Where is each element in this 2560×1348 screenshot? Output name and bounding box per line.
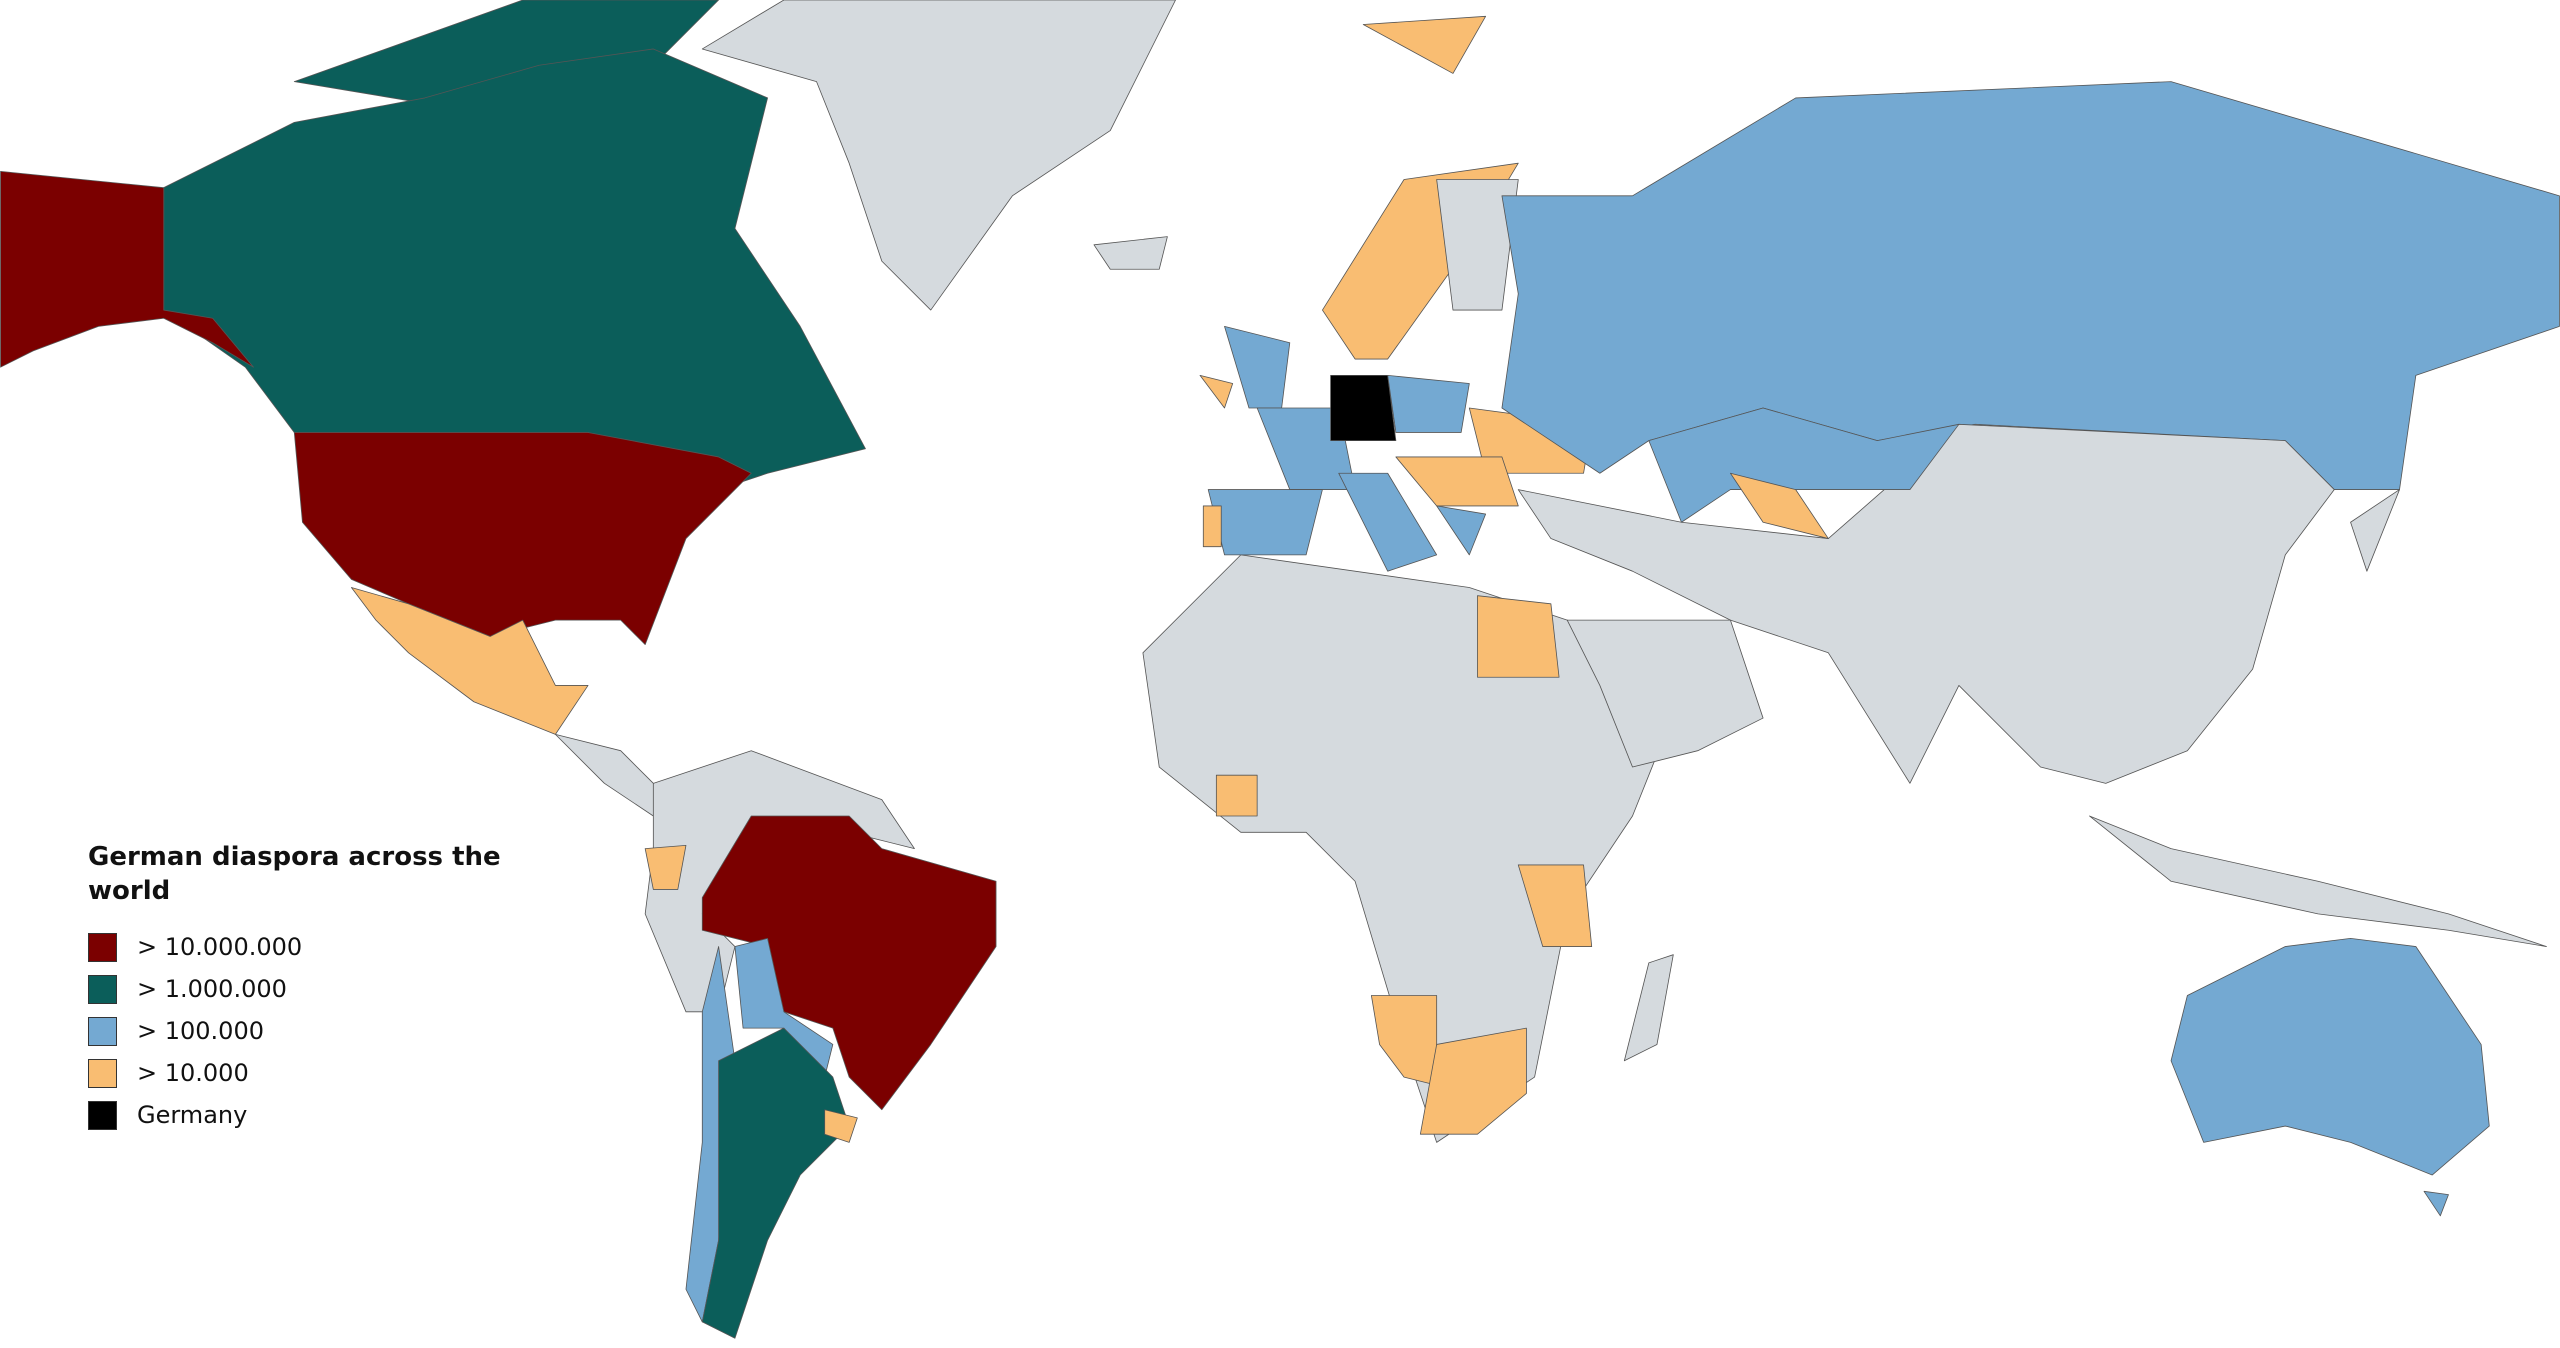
legend-label: > 10.000: [137, 1059, 249, 1087]
legend-label: > 10.000.000: [137, 933, 303, 961]
legend-item: > 10.000.000: [88, 926, 528, 968]
legend-item: > 1.000.000: [88, 968, 528, 1010]
legend-label: Germany: [137, 1101, 248, 1129]
legend-swatch: [88, 932, 117, 962]
legend-title: German diaspora across the world: [88, 842, 501, 906]
legend-swatch: [88, 974, 117, 1004]
legend-swatch: [88, 1100, 117, 1130]
legend-item: > 100.000: [88, 1010, 528, 1052]
legend-items: > 10.000.000 > 1.000.000 > 100.000 > 10.000…: [88, 926, 528, 1136]
legend: German diaspora across the world > 10.00…: [88, 840, 528, 1136]
legend-item: > 10.000: [88, 1052, 528, 1094]
legend-swatch: [88, 1058, 117, 1088]
legend-swatch: [88, 1016, 117, 1046]
legend-label: > 1.000.000: [137, 975, 287, 1003]
legend-item: Germany: [88, 1094, 528, 1136]
legend-label: > 100.000: [137, 1017, 264, 1045]
